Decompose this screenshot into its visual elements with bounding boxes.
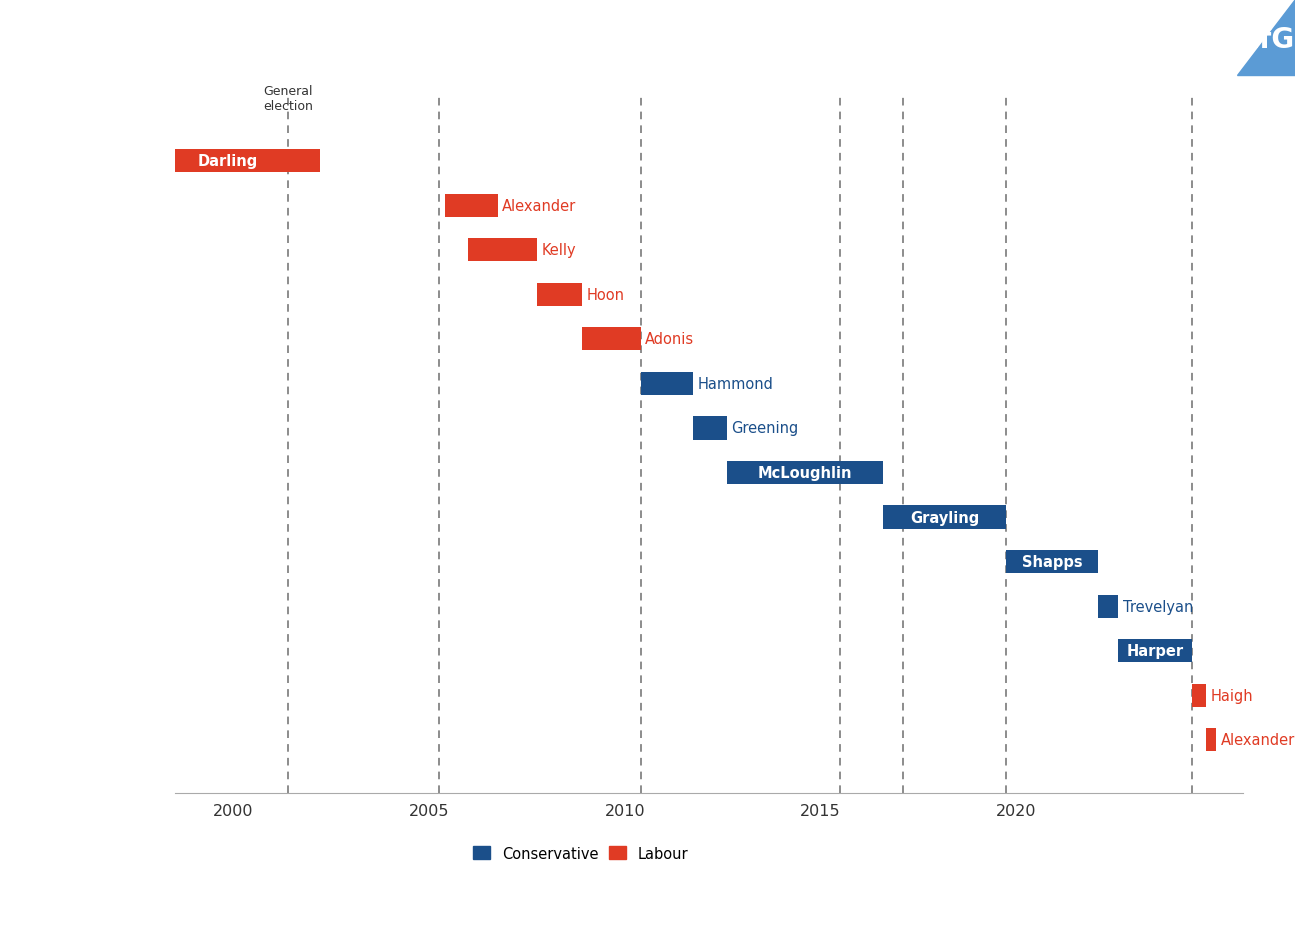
Text: Greening: Greening [732, 421, 799, 436]
Bar [445, 194, 497, 217]
Text: Alexander: Alexander [502, 199, 576, 213]
Bar [883, 506, 1006, 529]
Text: Hammond: Hammond [698, 377, 774, 392]
Bar [1118, 639, 1193, 663]
Text: Kelly: Kelly [541, 243, 576, 258]
Text: Secretary of State for Transport, 1997–: Secretary of State for Transport, 1997– [23, 30, 484, 49]
Bar [693, 417, 726, 440]
Text: Darling: Darling [198, 154, 258, 169]
Text: Harper: Harper [1127, 643, 1184, 659]
Polygon shape [1237, 0, 1295, 76]
Text: General
election: General election [263, 84, 313, 112]
Bar [1006, 550, 1098, 574]
Bar [469, 238, 537, 262]
Text: Haigh: Haigh [1211, 688, 1254, 703]
Bar [136, 149, 320, 173]
Bar [581, 328, 641, 351]
Legend: Conservative, Labour: Conservative, Labour [467, 840, 694, 867]
Text: Source: Institute for Government analysis of IfG Ministers Database, www.institu: Source: Institute for Government analysi… [23, 887, 763, 899]
Bar [641, 372, 693, 395]
Text: Alexander: Alexander [1220, 732, 1295, 748]
Text: Shapps: Shapps [1022, 555, 1083, 570]
Text: Adonis: Adonis [645, 332, 694, 347]
Bar [726, 461, 883, 484]
Bar [1206, 728, 1216, 752]
Text: Trevelyan: Trevelyan [1123, 599, 1193, 614]
Text: IfG: IfG [1250, 26, 1294, 54]
Bar [1193, 684, 1206, 707]
Bar [537, 283, 581, 306]
Text: ⒸⒸ BY-NC: ⒸⒸ BY-NC [1215, 888, 1264, 898]
Text: Grayling: Grayling [910, 510, 979, 525]
Text: Hoon: Hoon [587, 288, 624, 303]
Bar [1098, 595, 1118, 618]
Text: McLoughlin: McLoughlin [758, 466, 852, 481]
